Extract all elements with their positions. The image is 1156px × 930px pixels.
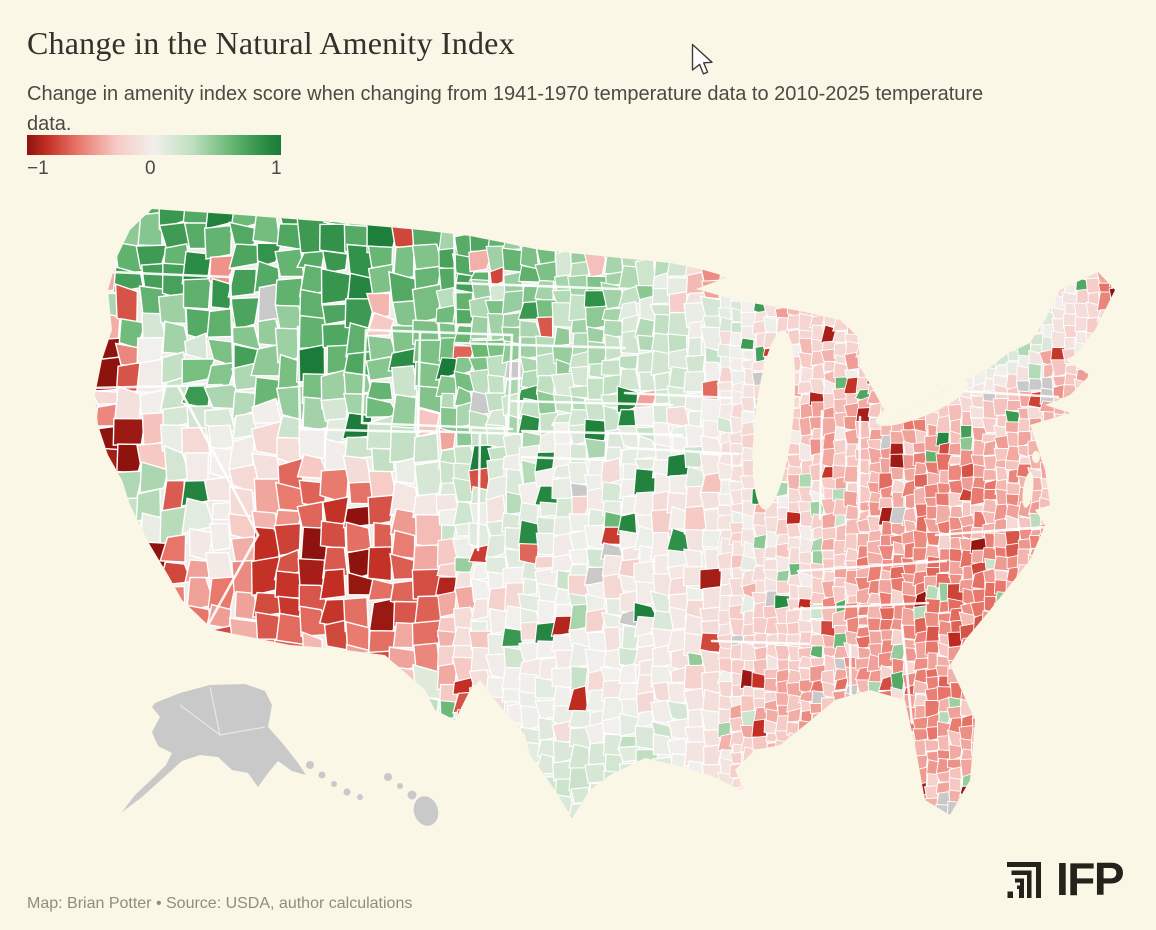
us-choropleth-map[interactable] xyxy=(60,205,1125,855)
alaska-silhouette xyxy=(122,684,417,812)
ifp-logo-text: IFP xyxy=(1055,853,1125,905)
legend: −1 0 1 xyxy=(27,135,282,179)
legend-tick-min: −1 xyxy=(27,158,49,179)
page-subtitle: Change in amenity index score when chang… xyxy=(27,83,984,135)
legend-tick-zero: 0 xyxy=(145,158,156,179)
ifp-logo[interactable]: IFP xyxy=(1004,852,1125,906)
page-title: Change in the Natural Amenity Index xyxy=(27,25,515,62)
legend-gradient-bar xyxy=(27,135,281,155)
attribution: Map: Brian Potter • Source: USDA, author… xyxy=(27,895,413,912)
hawaii-islands xyxy=(413,796,439,826)
legend-ticks: −1 0 1 xyxy=(27,155,282,179)
map-svg xyxy=(95,209,1115,826)
ifp-logo-mark-icon xyxy=(1006,862,1041,898)
legend-tick-max: 1 xyxy=(271,158,282,179)
mouse-cursor-icon xyxy=(691,43,713,75)
